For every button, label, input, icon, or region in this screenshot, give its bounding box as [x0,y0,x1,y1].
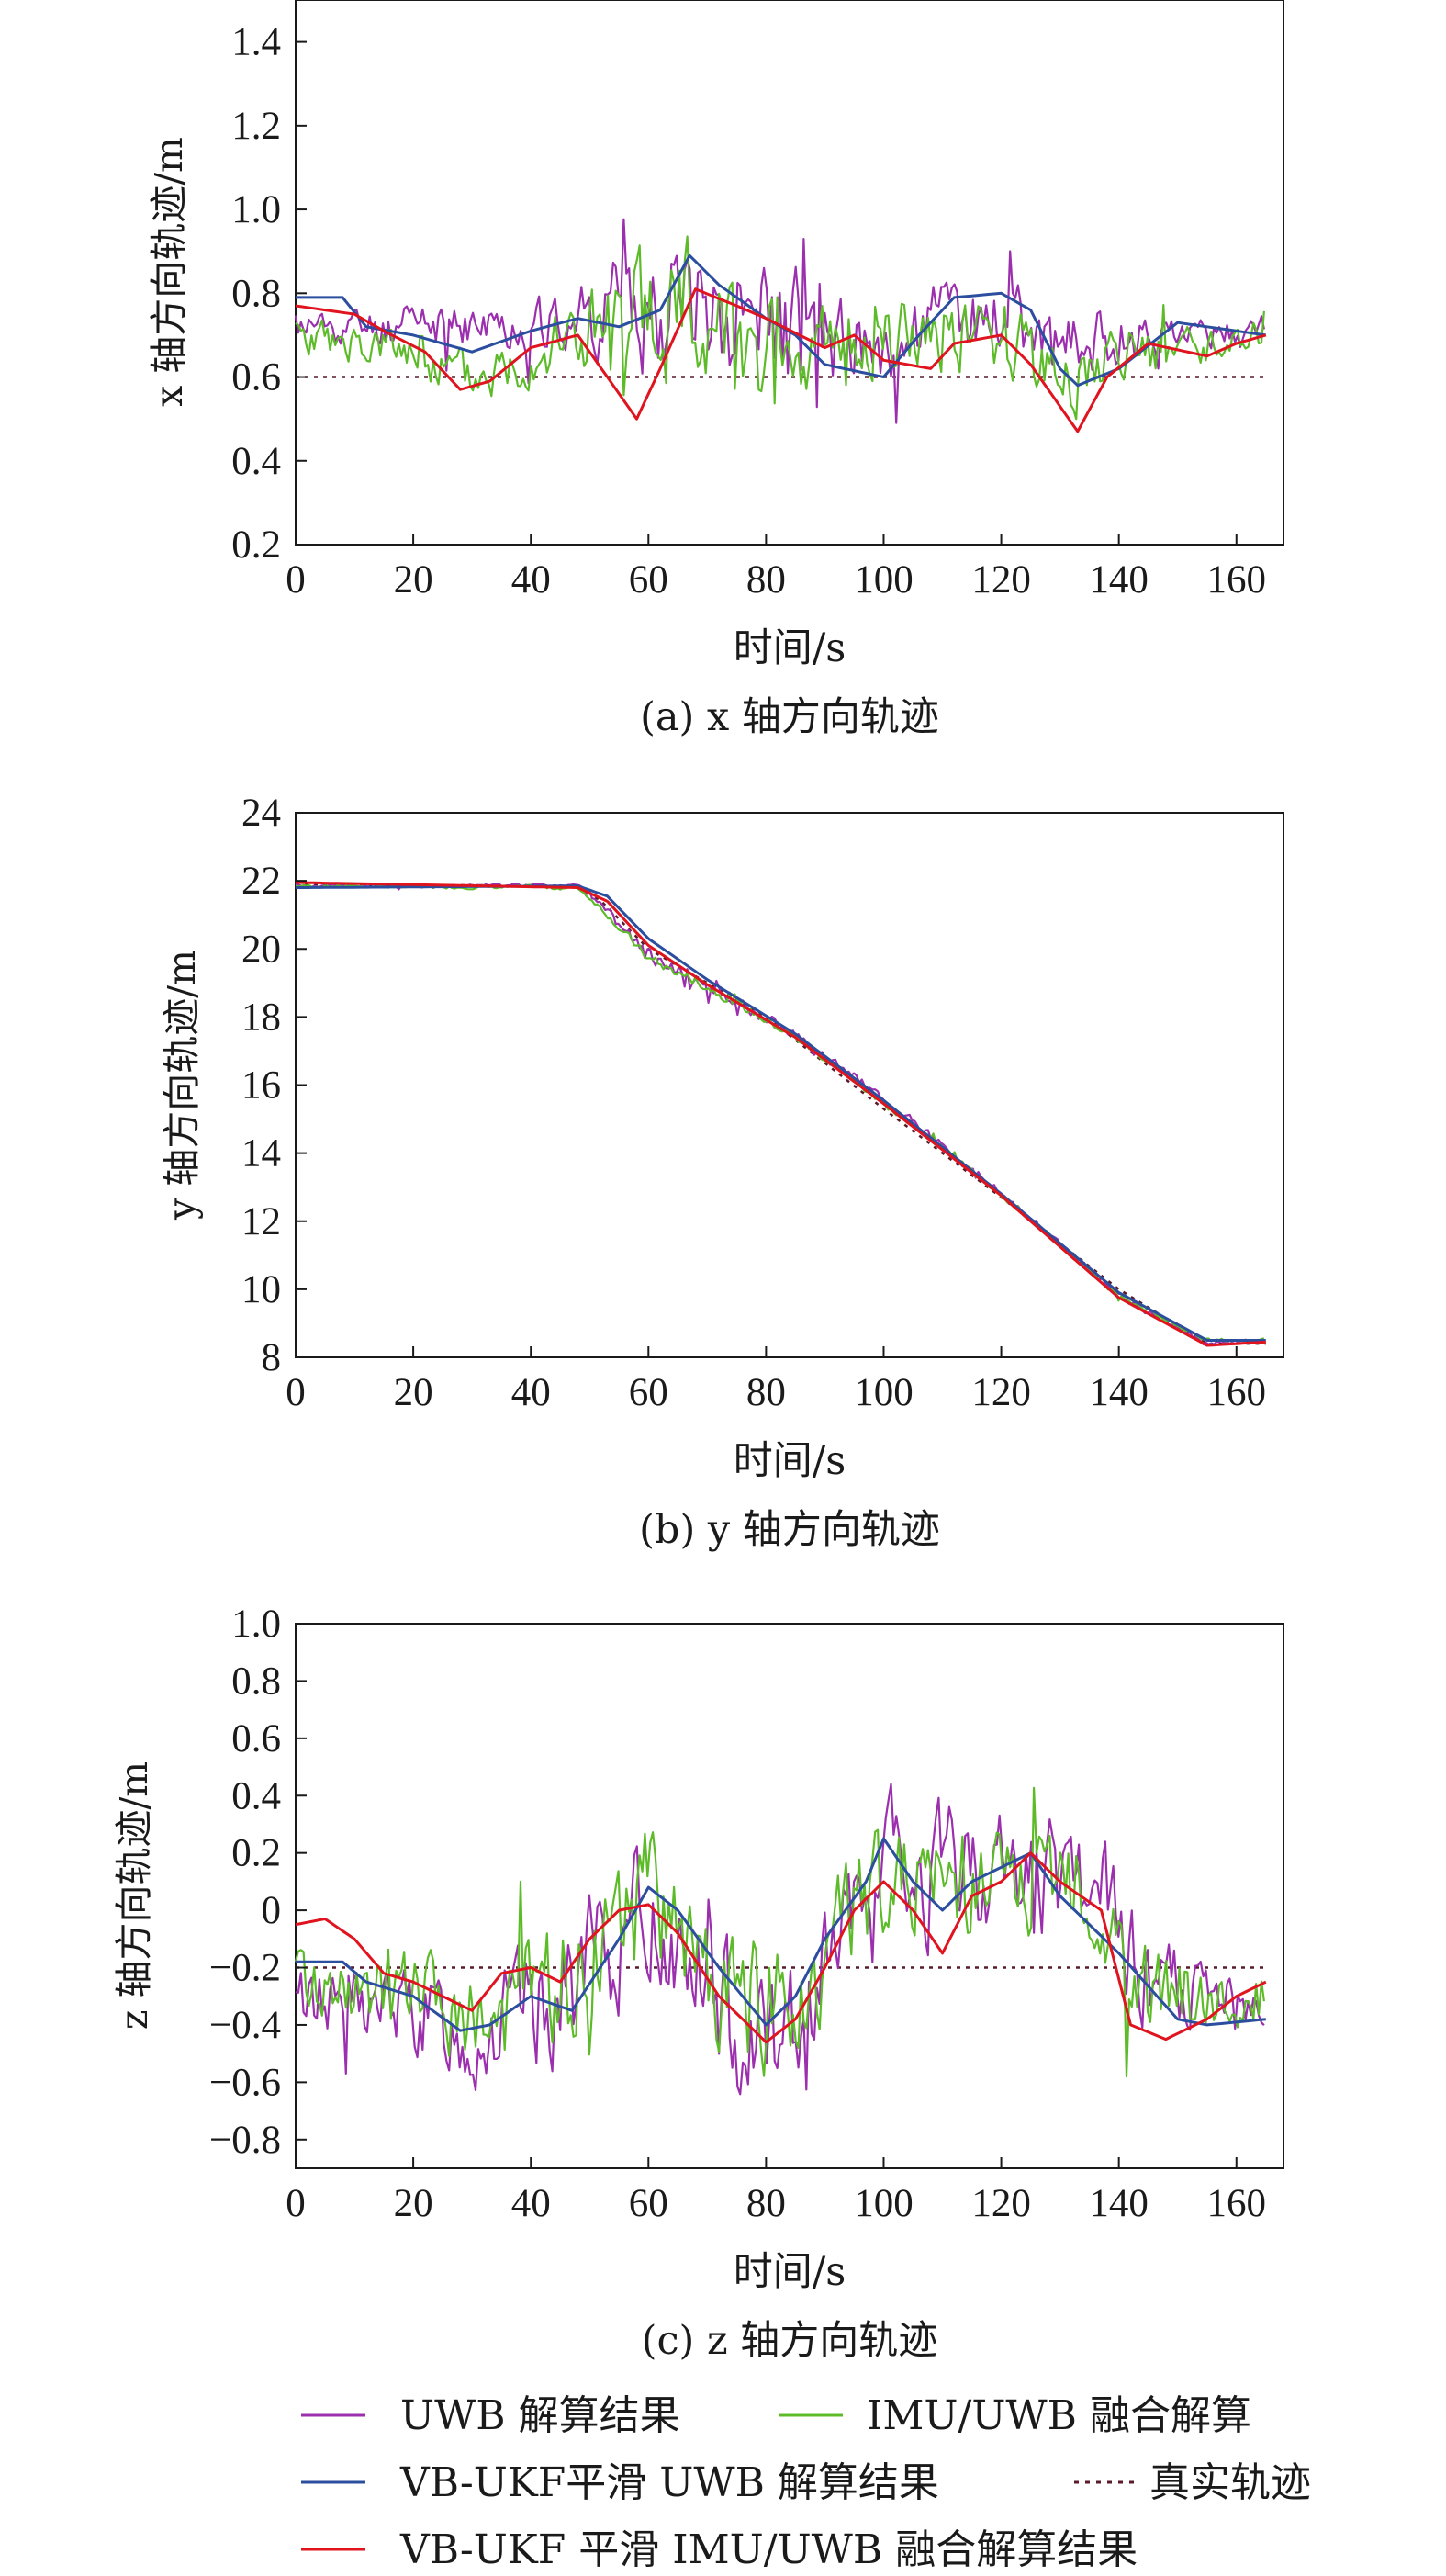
y-tick-label: 20 [241,928,281,971]
panel-b: 0 20 40 60 80 100 120 140 160 81012141618202224 … [160,792,1284,1553]
caption-b: (b) y 轴方向轨迹 [639,1507,940,1553]
y-axis-label-c: z 轴方向轨迹/m [112,1761,156,2030]
series-layer-a [294,218,1267,433]
y-tick-label: 0 [262,1889,282,1932]
x-tick-label: 0 [286,2182,306,2225]
x-ticks-a: 0 20 40 60 80 100 120 140 160 [286,534,1266,602]
legend-label-vbukf-uwb: VB-UKF平滑 UWB 解算结果 [399,2459,939,2506]
series-line-imu_uwb-a [295,235,1265,421]
legend-label-true-track: 真实轨迹 [1149,2459,1311,2506]
x-tick-label: 80 [746,2182,786,2225]
y-tick-label: 0.6 [231,356,281,399]
x-tick-label: 60 [629,1371,668,1414]
x-tick-label: 80 [746,1371,786,1414]
caption-a: (a) x 轴方向轨迹 [640,694,939,740]
x-axis-label-b: 时间/s [734,1438,846,1484]
series-layer-b [295,881,1266,1347]
y-tick-label: −0.8 [209,2119,281,2162]
series-layer-c [294,1783,1267,2096]
x-tick-label: 100 [854,1371,914,1414]
panel-a: 0 20 40 60 80 100 120 140 160 0.2 0.4 0.6 0.8 1.0 1.2… [147,0,1284,740]
legend-label-imu-uwb: IMU/UWB 融合解算 [867,2392,1251,2439]
legend-label-uwb: UWB 解算结果 [400,2392,680,2439]
legend: UWB 解算结果 IMU/UWB 融合解算 VB-UKF平滑 UWB 解算结果 … [301,2392,1311,2573]
x-tick-label: 20 [394,2182,433,2225]
y-tick-label: 1.4 [231,21,281,64]
x-tick-label: 140 [1089,1371,1149,1414]
plot-frame-a [295,0,1284,546]
plot-frame-b [295,812,1284,1358]
y-tick-label: 16 [241,1064,281,1108]
y-tick-label: 0.2 [231,523,281,567]
y-tick-label: 12 [241,1200,281,1243]
y-tick-label: 0.8 [231,1659,281,1703]
x-tick-label: 80 [746,558,786,602]
y-tick-label: 24 [241,792,281,835]
x-tick-label: 20 [394,1371,433,1414]
y-axis-label-a: x 轴方向轨迹/m [147,137,191,407]
x-axis-label-c: 时间/s [734,2249,846,2295]
y-tick-label: 1.0 [231,1603,281,1646]
x-axis-label-a: 时间/s [734,625,846,671]
y-tick-label: 14 [241,1132,281,1176]
series-line-vbukf_imu_uwb-a [295,287,1267,433]
y-tick-label: −0.4 [209,2004,281,2047]
y-tick-label: 0.2 [231,1832,281,1875]
x-ticks-c: 0 20 40 60 80 100 120 140 160 [286,2157,1266,2225]
x-tick-label: 100 [854,2182,914,2225]
panel-c: 0 20 40 60 80 100 120 140 160 −0.8−0.6−0.4−0.200… [112,1603,1284,2364]
series-line-vbukf_imu_uwb-b [295,881,1266,1347]
x-ticks-b: 0 20 40 60 80 100 120 140 160 [286,1346,1266,1414]
x-tick-label: 40 [511,2182,551,2225]
series-line-uwb-b [295,883,1265,1346]
x-tick-label: 140 [1089,2182,1149,2225]
x-tick-label: 60 [629,558,668,602]
true-track-line-b [295,883,1266,1345]
y-ticks-c: −0.8 −0.6 −0.4 −0.2 0 0.2 0.4 0.6 0.8 1.0 [209,1603,307,2162]
series-line-imu_uwb-b [295,883,1265,1344]
x-tick-label: 160 [1207,558,1267,602]
series-line-vbukf_imu_uwb-c [295,1851,1267,2044]
y-tick-label: 0.4 [231,440,281,483]
x-tick-label: 160 [1207,2182,1267,2225]
series-line-uwb-a [294,218,1265,424]
x-tick-label: 20 [394,558,433,602]
series-line-vbukf_uwb-b [296,884,1266,1342]
y-tick-label: 1.0 [231,188,281,231]
x-tick-label: 120 [971,558,1031,602]
y-axis-label-b: y 轴方向轨迹/m [160,950,204,1221]
x-tick-label: 140 [1089,558,1149,602]
y-tick-label: 10 [241,1268,281,1311]
x-tick-label: 160 [1207,1371,1267,1414]
caption-c: (c) z 轴方向轨迹 [642,2318,938,2364]
y-tick-label: −0.6 [209,2061,281,2104]
x-tick-label: 120 [971,1371,1031,1414]
series-line-vbukf_uwb-c [296,1837,1266,2032]
x-tick-label: 40 [511,1371,551,1414]
y-tick-label: 1.2 [231,105,281,148]
x-tick-label: 0 [286,558,306,602]
series-line-imu_uwb-c [294,1786,1265,2078]
x-tick-label: 120 [971,2182,1031,2225]
x-tick-label: 100 [854,558,914,602]
legend-label-vbukf-imu-uwb: VB-UKF 平滑 IMU/UWB 融合解算结果 [399,2526,1138,2573]
y-tick-label: 8 [262,1336,282,1379]
y-ticks-b: 8 10 12 14 16 18 20 22 24 [241,792,307,1379]
series-line-uwb-c [295,1783,1265,2096]
y-tick-label: −0.2 [209,1947,281,1990]
y-ticks-a: 0.2 0.4 0.6 0.8 1.0 1.2 1.4 [231,21,307,567]
plot-frame-c [295,1623,1284,2169]
x-tick-label: 0 [286,1371,306,1414]
y-tick-label: 22 [241,860,281,903]
y-tick-label: 18 [241,996,281,1039]
y-tick-label: 0.6 [231,1717,281,1760]
x-tick-label: 40 [511,558,551,602]
x-tick-label: 60 [629,2182,668,2225]
y-tick-label: 0.4 [231,1774,281,1817]
y-tick-label: 0.8 [231,272,281,315]
